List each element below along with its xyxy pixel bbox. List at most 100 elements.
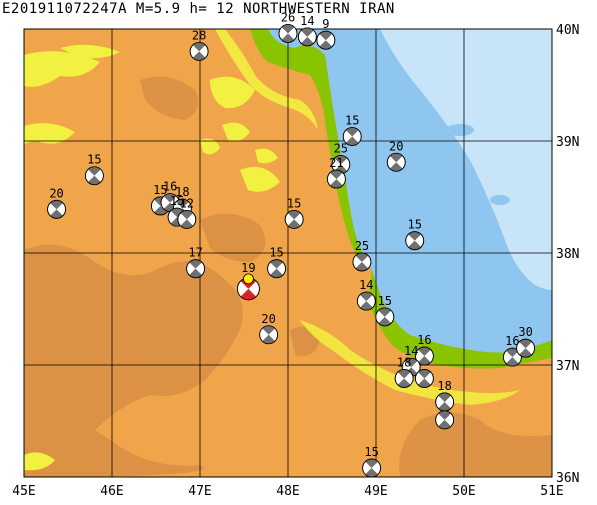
depth-label: 26 bbox=[281, 10, 295, 24]
beachball-icon bbox=[386, 152, 406, 172]
depth-label: 18 bbox=[437, 379, 451, 393]
beachball-icon bbox=[186, 259, 206, 279]
focal-mechanism: 16 bbox=[414, 333, 434, 366]
latitude-labels: 40N 39N 38N 37N 36N bbox=[556, 23, 579, 486]
latitude-label: 38N bbox=[556, 247, 579, 262]
depth-label: 15 bbox=[170, 194, 184, 208]
depth-label: 15 bbox=[407, 218, 421, 232]
focal-mechanism: 15 bbox=[85, 153, 104, 186]
focal-mechanism: 15 bbox=[362, 445, 382, 478]
depth-label: 12 bbox=[180, 196, 194, 210]
beachball-icon bbox=[435, 410, 455, 430]
focal-mechanism: 14 bbox=[297, 14, 317, 47]
beachball-icon bbox=[189, 42, 209, 61]
event-title: E201911072247A M=5.9 h= 12 NORTHWESTERN … bbox=[2, 1, 395, 17]
depth-label: 15 bbox=[269, 246, 283, 260]
depth-label: 18 bbox=[175, 185, 189, 199]
focal-mechanism bbox=[435, 410, 455, 430]
depth-label: 15 bbox=[153, 183, 167, 197]
latitude-label: 36N bbox=[556, 471, 579, 486]
depth-label: 14 bbox=[300, 14, 314, 28]
depth-label: 28 bbox=[192, 28, 206, 42]
depth-label: 15 bbox=[87, 153, 101, 167]
depth-label: 15 bbox=[345, 114, 359, 128]
latitude-label: 39N bbox=[556, 135, 579, 150]
longitude-label: 47E bbox=[188, 484, 211, 499]
beachball-icon bbox=[267, 259, 286, 279]
focal-mechanism: 17 bbox=[186, 246, 206, 279]
focal-mechanism: 15 bbox=[284, 196, 304, 229]
beachball-icon bbox=[414, 346, 434, 366]
depth-label: 16 bbox=[163, 180, 177, 194]
focal-mechanism: 20 bbox=[386, 139, 406, 172]
lowland-terrain bbox=[24, 44, 280, 471]
depth-label: 30 bbox=[518, 325, 532, 339]
shallow-sea bbox=[380, 29, 552, 290]
longitude-label: 51E bbox=[540, 484, 563, 499]
coastal-lowland-south bbox=[368, 270, 552, 369]
depth-label: 14 bbox=[359, 278, 373, 292]
depth-label: 15 bbox=[364, 445, 378, 459]
focal-mechanism: 9 bbox=[316, 17, 336, 50]
focal-mechanism bbox=[414, 369, 434, 388]
longitude-label: 50E bbox=[452, 484, 475, 499]
latitude-label: 40N bbox=[556, 23, 579, 38]
sea-shoals bbox=[446, 124, 510, 254]
coastal-lowland bbox=[250, 29, 372, 270]
beachball-icon bbox=[356, 291, 376, 311]
lat-lon-grid bbox=[24, 29, 552, 477]
beachball-icon bbox=[278, 24, 298, 43]
longitude-label: 46E bbox=[100, 484, 123, 499]
focal-mechanism: 26 bbox=[278, 10, 298, 43]
beachball-icon bbox=[503, 347, 522, 367]
beachball-icon bbox=[362, 458, 382, 478]
focal-mechanism: 16 bbox=[503, 334, 522, 367]
beachball-icon bbox=[342, 127, 362, 146]
coastal-plain-west bbox=[215, 29, 318, 130]
depth-label: 20 bbox=[49, 186, 63, 200]
epicenter-marker-icon bbox=[242, 273, 254, 285]
beachball-icon bbox=[297, 27, 317, 47]
focal-mechanism: 15 bbox=[405, 218, 425, 251]
beachball-icon bbox=[435, 392, 455, 412]
depth-label: 16 bbox=[505, 334, 519, 348]
longitude-label: 45E bbox=[12, 484, 35, 499]
focal-mechanism: 15 bbox=[267, 246, 286, 279]
focal-mechanism: 18 bbox=[394, 355, 414, 388]
focal-mechanism: 30 bbox=[516, 325, 535, 358]
beachball-icon bbox=[259, 325, 279, 345]
main-event[interactable]: 19 bbox=[236, 261, 260, 301]
depth-label: 15 bbox=[378, 294, 392, 308]
focal-mechanism: 18 bbox=[435, 379, 455, 412]
depth-label: 21 bbox=[329, 156, 343, 170]
focal-mechanism: 21 bbox=[326, 156, 346, 189]
depth-label: 20 bbox=[389, 139, 403, 153]
focal-mechanism: 14 bbox=[356, 278, 376, 311]
longitude-label: 49E bbox=[364, 484, 387, 499]
depth-label: 20 bbox=[261, 312, 275, 326]
beachball-icon bbox=[405, 231, 425, 251]
focal-mechanism: 12 bbox=[177, 196, 197, 229]
depth-label: 16 bbox=[417, 333, 431, 347]
depth-label: 25 bbox=[355, 239, 369, 253]
beachball-icon bbox=[316, 30, 336, 50]
beachball-icon bbox=[375, 307, 395, 327]
depth-label: 25 bbox=[334, 142, 348, 156]
depth-label: 18 bbox=[397, 355, 411, 369]
depth-label: 17 bbox=[188, 246, 202, 260]
beachball-icon bbox=[284, 209, 304, 229]
beachball-icon bbox=[177, 209, 197, 229]
beachball-icon bbox=[414, 369, 434, 388]
beachball-icon bbox=[516, 338, 535, 358]
focal-mechanism: 20 bbox=[259, 312, 279, 345]
coastal-plain-south bbox=[300, 320, 520, 405]
depth-label: 15 bbox=[287, 196, 301, 210]
beachball-icon bbox=[352, 252, 372, 272]
focal-mechanism: 15 bbox=[375, 294, 395, 327]
depth-label: 9 bbox=[322, 17, 329, 31]
longitude-label: 48E bbox=[276, 484, 299, 499]
beachball-icon bbox=[394, 369, 414, 388]
beachball-icon bbox=[85, 166, 104, 186]
focal-mechanism: 15 bbox=[342, 114, 362, 146]
